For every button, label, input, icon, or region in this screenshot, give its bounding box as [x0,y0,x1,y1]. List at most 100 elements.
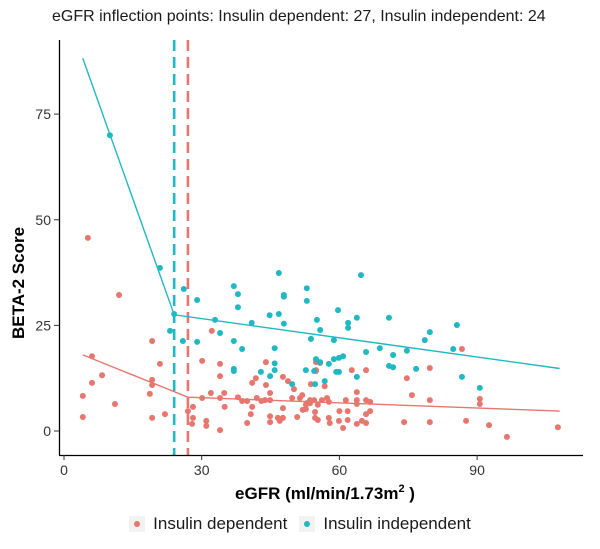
data-point-insulin-independent [302,367,309,374]
data-point-insulin-dependent [199,357,206,364]
data-point-insulin-dependent [189,420,196,427]
data-point-insulin-independent [303,297,310,304]
data-point-insulin-dependent [249,379,256,386]
data-point-insulin-independent [230,338,237,345]
data-point-insulin-dependent [267,413,274,420]
data-point-insulin-independent [303,285,310,292]
data-point-insulin-dependent [88,379,95,386]
data-point-insulin-independent [317,359,324,366]
data-point-insulin-dependent [149,338,156,345]
legend-item-insulin-independent[interactable]: Insulin independent [299,514,471,534]
data-point-insulin-independent [390,364,397,371]
data-point-insulin-independent [340,353,347,360]
data-point-insulin-independent [321,378,328,385]
data-points [79,132,561,440]
x-axis-title-sup: 2 [398,483,404,495]
data-point-insulin-independent [267,373,274,380]
data-point-insulin-independent [248,319,255,326]
data-point-insulin-independent [234,304,241,311]
data-point-insulin-dependent [184,408,191,415]
data-point-insulin-independent [167,327,174,334]
legend: Insulin dependent Insulin independent [0,514,600,534]
data-point-insulin-dependent [99,372,106,379]
data-point-insulin-independent [257,368,264,375]
data-point-insulin-independent [289,381,296,388]
data-point-insulin-independent [330,337,337,344]
data-point-insulin-independent [376,345,383,352]
data-point-insulin-dependent [284,378,291,385]
data-point-insulin-dependent [207,389,214,396]
legend-key-insulin-dependent [129,516,146,532]
data-point-insulin-independent [353,373,360,380]
data-point-insulin-dependent [314,417,321,424]
data-point-insulin-dependent [217,373,224,380]
data-point-insulin-independent [345,324,352,331]
data-point-insulin-dependent [221,403,228,410]
legend-item-insulin-dependent[interactable]: Insulin dependent [129,514,287,534]
y-tick-label: 25 [35,317,51,333]
data-point-insulin-independent [217,329,224,336]
data-point-insulin-dependent [247,411,254,418]
data-point-insulin-dependent [353,420,360,427]
data-point-insulin-independent [317,327,324,334]
data-point-insulin-dependent [299,406,306,413]
segmented-fit-lines [82,58,560,412]
data-point-insulin-dependent [312,408,319,415]
data-point-insulin-dependent [403,375,410,382]
data-point-insulin-dependent [279,373,286,380]
data-point-insulin-independent [239,346,246,353]
data-point-insulin-dependent [262,359,269,366]
data-point-insulin-dependent [279,405,286,412]
y-tick-label: 0 [43,423,51,439]
data-point-insulin-dependent [279,414,286,421]
data-point-insulin-dependent [426,419,433,426]
x-axis-title-tail: ) [405,484,415,503]
data-point-insulin-dependent [335,417,342,424]
y-axis-title: BETA-2 Score [9,227,28,339]
data-point-insulin-dependent [146,390,153,397]
data-point-insulin-dependent [289,395,296,402]
data-point-insulin-dependent [79,392,86,399]
data-point-insulin-dependent [426,397,433,404]
data-point-insulin-dependent [458,346,465,353]
data-point-insulin-dependent [363,411,370,418]
data-point-insulin-dependent [476,400,483,407]
data-point-insulin-independent [453,321,460,328]
data-point-insulin-independent [275,310,282,317]
data-point-insulin-dependent [249,403,256,410]
legend-dot-icon [304,521,311,527]
data-point-insulin-dependent [189,403,196,410]
data-point-insulin-dependent [217,360,224,367]
data-point-insulin-dependent [208,327,215,334]
data-point-insulin-independent [266,312,273,319]
data-point-insulin-dependent [342,397,349,404]
data-point-insulin-independent [450,346,457,353]
data-point-insulin-independent [313,316,320,323]
x-axis-title: eGFR (ml/min/1.73m2 ) [235,483,415,503]
data-point-insulin-independent [230,283,237,290]
data-point-insulin-dependent [486,422,493,429]
data-point-insulin-dependent [336,408,343,415]
data-point-insulin-dependent [290,386,297,393]
x-tick-label: 0 [60,462,68,478]
y-tick-label: 75 [35,106,51,122]
data-point-insulin-independent [275,269,282,276]
data-point-insulin-independent [476,384,483,391]
legend-dot-icon [134,521,141,527]
data-point-insulin-dependent [252,375,259,382]
data-point-insulin-independent [307,335,314,342]
data-point-insulin-independent [403,347,410,354]
data-point-insulin-independent [311,368,318,375]
data-point-insulin-dependent [116,291,123,298]
data-point-insulin-independent [385,314,392,321]
data-point-insulin-dependent [426,365,433,372]
data-point-insulin-independent [312,356,319,363]
data-point-insulin-independent [333,368,340,375]
legend-label: Insulin dependent [153,514,288,533]
data-point-insulin-independent [230,368,237,375]
data-point-insulin-dependent [267,389,274,396]
data-point-insulin-dependent [363,367,370,374]
data-point-insulin-dependent [554,424,561,431]
data-point-insulin-dependent [463,417,470,424]
